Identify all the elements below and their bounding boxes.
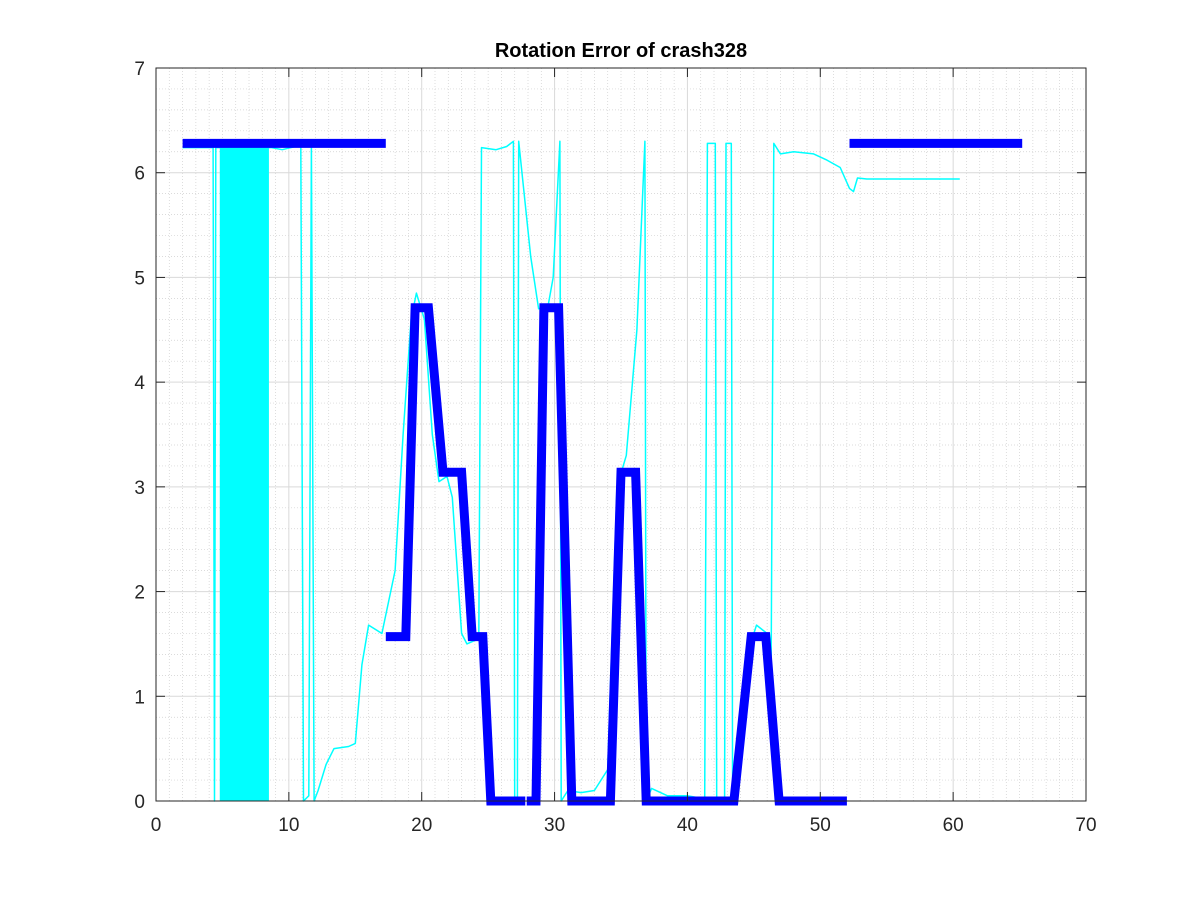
x-tick-label: 50 — [810, 815, 831, 836]
y-tick-label: 5 — [134, 268, 145, 289]
x-tick-label: 40 — [677, 815, 698, 836]
x-tick-label: 30 — [544, 815, 565, 836]
y-tick-label: 2 — [134, 583, 145, 604]
y-tick-label: 6 — [134, 164, 145, 185]
x-tick-label: 70 — [1075, 815, 1096, 836]
x-tick-labels: 0 10 20 30 40 50 60 70 — [151, 815, 1097, 836]
thick-series-segment-2 — [385, 303, 526, 806]
y-tick-label: 3 — [134, 478, 145, 499]
x-tick-label: 20 — [411, 815, 432, 836]
y-tick-label: 4 — [134, 373, 145, 394]
y-tick-labels: 0 1 2 3 4 5 6 7 — [134, 59, 145, 813]
y-tick-label: 0 — [134, 792, 145, 813]
tick-marks — [155, 67, 1087, 802]
x-tick-label: 10 — [278, 815, 299, 836]
x-tick-label: 60 — [943, 815, 964, 836]
thin-series-filled-band — [219, 143, 269, 801]
axes-box — [155, 67, 1087, 802]
thick-series-segment-3 — [526, 303, 847, 806]
chart-title: Rotation Error of crash328 — [495, 40, 747, 62]
x-tick-label: 0 — [151, 815, 162, 836]
y-tick-label: 1 — [134, 687, 145, 708]
series-layer — [182, 138, 1023, 806]
y-tick-label: 7 — [134, 59, 145, 80]
